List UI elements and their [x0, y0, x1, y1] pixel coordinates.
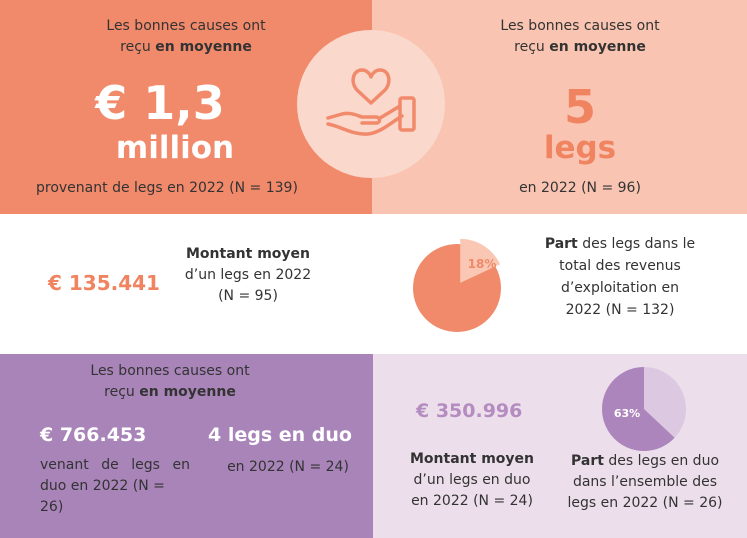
bottom-left-intro-bold: en moyenne [139, 384, 236, 400]
mid-right-label: Part des legs dans le total des revenus … [525, 233, 715, 321]
bottom-left-sub1-line2: duo en 2022 (N = 26) [40, 478, 165, 515]
hand-heart-icon [326, 68, 416, 136]
top-right-intro: Les bonnes causes ont reçu en moyenne [440, 16, 720, 58]
mid-right-label-line3: d’exploitation en [560, 280, 680, 296]
bottom-right-part-line3: legs en 2022 (N = 26) [567, 495, 723, 511]
top-right-intro-bold: en moyenne [549, 39, 646, 55]
bottom-left-intro-pre: reçu [104, 384, 140, 400]
bottom-right-part: Part des legs en duo dans l’ensemble des… [565, 451, 725, 514]
top-left-intro: Les bonnes causes ont reçu en moyenne [0, 16, 372, 58]
mid-right-label-line1: Part des legs dans le [525, 233, 715, 255]
top-right-intro-pre: reçu [514, 39, 550, 55]
bottom-right-part-rest: des legs en duo [603, 453, 720, 469]
panel-duo-bequests [0, 354, 373, 538]
mid-right-label-rest: des legs dans le [577, 236, 696, 252]
bottom-left-sub2: en 2022 (N = 24) [227, 459, 349, 475]
bottom-right-part-bold: Part [570, 453, 604, 469]
pie-mid-label: 18% [468, 257, 497, 271]
mid-left-value: € 135.441 [48, 271, 160, 295]
top-left-intro-line1: Les bonnes causes ont [106, 18, 266, 34]
top-left-intro-line2: reçu en moyenne [0, 37, 372, 58]
top-right-intro-line2: reçu en moyenne [440, 37, 720, 58]
mid-right-label-bold: Part [544, 236, 578, 252]
mid-right-label-line2: total des revenus [559, 258, 681, 274]
bottom-left-sub1-line1: venant de legs en [40, 457, 190, 473]
bottom-left-intro: Les bonnes causes ont reçu en moyenne [40, 361, 300, 403]
bottom-left-intro-line1: Les bonnes causes ont [90, 363, 250, 379]
mid-left-label-line3: (N = 95) [218, 288, 278, 304]
top-right-intro-line1: Les bonnes causes ont [500, 18, 660, 34]
bottom-left-sub1: venant de legs en duo en 2022 (N = 26) [40, 455, 190, 518]
bottom-right-part-line1: Part des legs en duo [565, 451, 725, 472]
mid-left-label-bold: Montant moyen [186, 246, 310, 262]
bottom-right-part-line2: dans l’ensemble des [572, 474, 718, 490]
bottom-right-label-line2: d’un legs en duo [413, 472, 531, 488]
top-left-intro-pre: reçu [120, 39, 156, 55]
top-left-big-value: € 1,3 [95, 76, 225, 130]
mid-left-label: Montant moyen d’un legs en 2022 (N = 95) [170, 244, 326, 307]
top-right-big-unit: legs [543, 130, 617, 166]
pie-mid-share-slice [460, 238, 501, 283]
bottom-left-value2: 4 legs en duo [208, 424, 352, 446]
top-right-sub: en 2022 (N = 96) [519, 180, 641, 196]
top-left-big-unit: million [115, 130, 235, 166]
top-left-intro-bold: en moyenne [155, 39, 252, 55]
mid-left-label-line2: d’un legs en 2022 [184, 267, 312, 283]
pie-bot-share-slice [602, 367, 675, 451]
bottom-right-label-bold: Montant moyen [410, 451, 534, 467]
bottom-right-value: € 350.996 [416, 400, 523, 422]
bottom-left-value1: € 766.453 [40, 424, 147, 446]
duo-share-pie: 63% [602, 367, 686, 451]
bottom-right-label: Montant moyen d’un legs en duo en 2022 (… [404, 449, 540, 512]
top-right-big-value: 5 [563, 80, 596, 134]
mid-right-label-line4: 2022 (N = 132) [565, 302, 675, 318]
bottom-right-label-line3: en 2022 (N = 24) [411, 493, 533, 509]
pie-bot-label: 63% [614, 407, 640, 420]
panel-duo-amount [373, 354, 747, 538]
bequests-share-pie: 18% [413, 238, 501, 332]
top-left-sub: provenant de legs en 2022 (N = 139) [36, 180, 298, 196]
bottom-left-intro-line2: reçu en moyenne [40, 382, 300, 403]
